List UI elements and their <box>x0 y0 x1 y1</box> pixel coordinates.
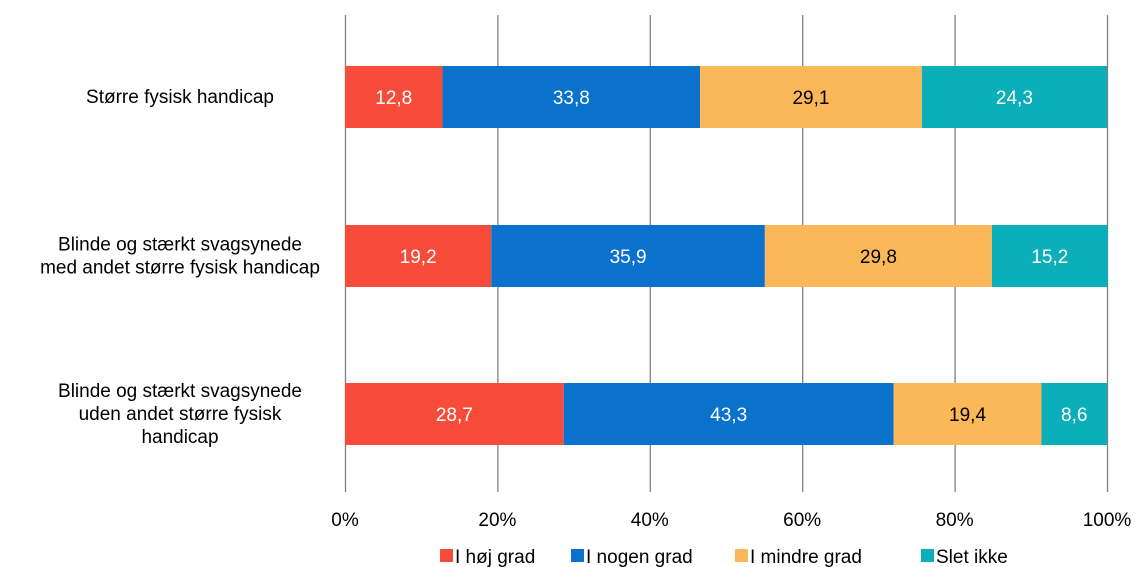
bar-segment <box>345 383 564 445</box>
legend-swatch <box>735 549 748 562</box>
bar-segment <box>345 66 443 128</box>
bar-segment <box>1041 383 1107 445</box>
bar-segment <box>764 225 992 287</box>
legend-label: I høj grad <box>455 547 535 567</box>
bar-data-label: 8,6 <box>1061 405 1087 426</box>
legend-label: Slet ikke <box>936 547 1008 567</box>
category-label: Større fysisk handicap <box>86 87 274 108</box>
bar-data-label: 19,2 <box>400 247 437 268</box>
bar-segment <box>345 225 492 287</box>
bar-data-label: 43,3 <box>710 405 747 426</box>
bar-segment <box>442 66 701 128</box>
legend-swatch <box>440 549 453 562</box>
x-axis-tick-labels: 0% 20% 40% 60% 80% 100% <box>331 510 1131 531</box>
bar-segment <box>491 225 765 287</box>
bar-data-label: 15,2 <box>1031 247 1068 268</box>
legend-swatch <box>571 549 584 562</box>
legend-label: I nogen grad <box>586 547 693 567</box>
legend-swatch <box>921 549 934 562</box>
bar-data-label: 19,4 <box>949 405 986 426</box>
bar-segment <box>991 225 1108 287</box>
x-tick-label: 40% <box>631 510 669 531</box>
bar-data-label: 29,8 <box>860 247 897 268</box>
x-tick-label: 20% <box>478 510 516 531</box>
x-tick-label: 0% <box>331 510 359 531</box>
bar-segment <box>563 383 894 445</box>
x-tick-label: 80% <box>936 510 974 531</box>
bar-segment <box>921 66 1107 128</box>
bar-data-label: 24,3 <box>996 88 1033 109</box>
bar-data-label: 33,8 <box>553 88 590 109</box>
bar-data-label: 12,8 <box>375 88 412 109</box>
bar-segment <box>700 66 922 128</box>
bar-data-label: 29,1 <box>792 88 829 109</box>
category-axis-labels: Større fysisk handicap Blinde og stærkt s… <box>40 87 320 448</box>
legend: I høj grad I nogen grad I mindre grad Slet … <box>440 547 1008 567</box>
category-label: Blinde og stærkt svagsynede med andet stø… <box>40 235 320 279</box>
bar-segment <box>893 383 1042 445</box>
bar-data-label: 28,7 <box>436 405 473 426</box>
bars <box>345 66 1108 445</box>
bar-data-label: 35,9 <box>610 247 647 268</box>
legend-label: I mindre grad <box>750 547 862 567</box>
bar-data-labels: 12,8 33,8 29,1 24,3 19,2 35,9 29,8 15,2 28,7 43,3… <box>375 88 1087 426</box>
category-label: Blinde og stærkt svagsynede uden andet st… <box>58 381 302 448</box>
x-tick-label: 60% <box>783 510 821 531</box>
x-tick-label: 100% <box>1083 510 1132 531</box>
